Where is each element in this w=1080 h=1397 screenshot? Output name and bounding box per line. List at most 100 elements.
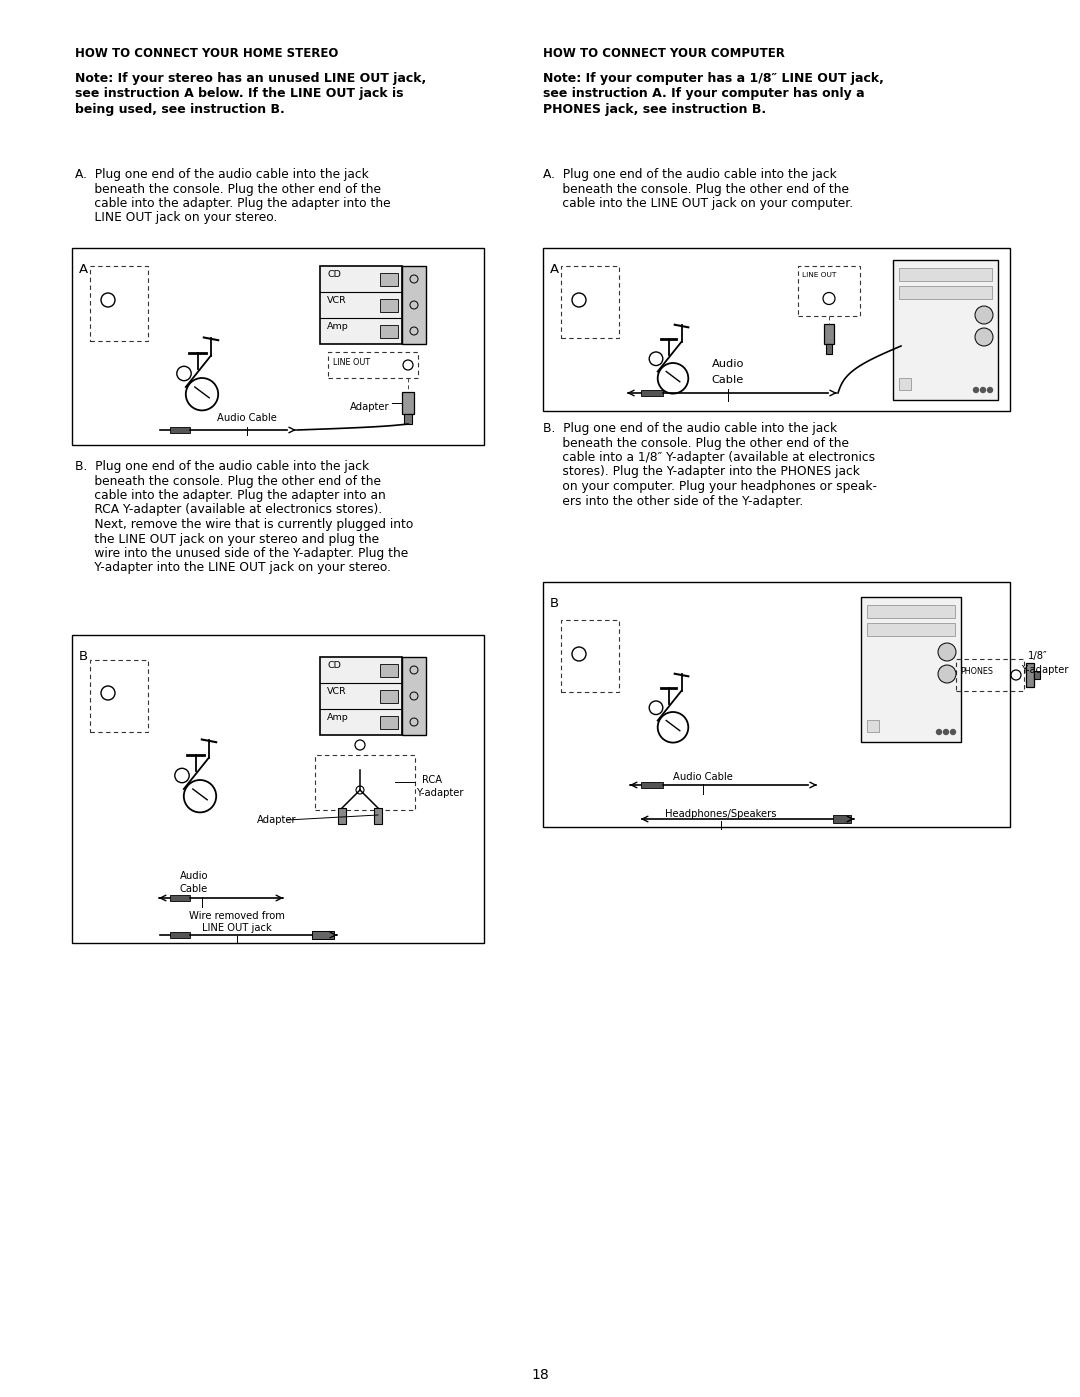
Bar xyxy=(899,286,993,299)
Text: B.  Plug one end of the audio cable into the jack: B. Plug one end of the audio cable into … xyxy=(543,422,837,434)
Text: cable into the adapter. Plug the adapter into the: cable into the adapter. Plug the adapter… xyxy=(75,197,391,210)
Bar xyxy=(170,427,190,433)
Bar xyxy=(893,260,998,400)
Bar xyxy=(561,620,619,692)
Circle shape xyxy=(939,643,956,661)
Text: B: B xyxy=(550,597,559,610)
Text: cable into the LINE OUT jack on your computer.: cable into the LINE OUT jack on your com… xyxy=(543,197,853,210)
Circle shape xyxy=(975,306,993,324)
Bar xyxy=(404,414,411,425)
Bar xyxy=(328,352,418,379)
Bar xyxy=(402,265,426,344)
Text: Y-adapter: Y-adapter xyxy=(416,788,463,798)
Text: Note: If your computer has a 1/8″ LINE OUT jack,: Note: If your computer has a 1/8″ LINE O… xyxy=(543,73,883,85)
Text: wire into the unused side of the Y-adapter. Plug the: wire into the unused side of the Y-adapt… xyxy=(75,548,408,560)
Circle shape xyxy=(973,387,978,393)
Text: being used, see instruction B.: being used, see instruction B. xyxy=(75,103,285,116)
Bar xyxy=(380,272,399,285)
Text: Note: If your stereo has an unused LINE OUT jack,: Note: If your stereo has an unused LINE … xyxy=(75,73,427,85)
Text: CD: CD xyxy=(327,270,341,279)
Bar xyxy=(402,393,414,414)
Text: Adapter: Adapter xyxy=(350,402,390,412)
Bar xyxy=(320,657,402,735)
Text: VCR: VCR xyxy=(327,296,347,305)
Text: HOW TO CONNECT YOUR COMPUTER: HOW TO CONNECT YOUR COMPUTER xyxy=(543,47,785,60)
Circle shape xyxy=(975,328,993,346)
Bar xyxy=(380,664,399,676)
Text: beneath the console. Plug the other end of the: beneath the console. Plug the other end … xyxy=(543,183,849,196)
Text: Wire removed from: Wire removed from xyxy=(189,911,285,921)
Text: LINE OUT: LINE OUT xyxy=(802,272,836,278)
Bar xyxy=(380,690,399,703)
Text: beneath the console. Plug the other end of the: beneath the console. Plug the other end … xyxy=(75,475,381,488)
Circle shape xyxy=(987,387,993,393)
Text: Audio Cable: Audio Cable xyxy=(673,773,733,782)
Text: A.  Plug one end of the audio cable into the jack: A. Plug one end of the audio cable into … xyxy=(543,168,837,182)
Bar xyxy=(543,249,1010,411)
Bar xyxy=(867,605,955,617)
Text: cable into the adapter. Plug the adapter into an: cable into the adapter. Plug the adapter… xyxy=(75,489,386,502)
Text: PHONES jack, see instruction B.: PHONES jack, see instruction B. xyxy=(543,103,766,116)
Text: Audio: Audio xyxy=(180,870,208,882)
Bar xyxy=(170,932,190,937)
Bar xyxy=(867,719,879,732)
Bar xyxy=(380,299,399,312)
Text: beneath the console. Plug the other end of the: beneath the console. Plug the other end … xyxy=(75,183,381,196)
Bar xyxy=(90,659,148,732)
Bar xyxy=(380,715,399,728)
Bar xyxy=(867,623,955,636)
Text: Cable: Cable xyxy=(712,374,744,386)
Text: the LINE OUT jack on your stereo and plug the: the LINE OUT jack on your stereo and plu… xyxy=(75,532,379,545)
Text: 18: 18 xyxy=(531,1368,549,1382)
Bar xyxy=(899,268,993,281)
Bar xyxy=(320,265,402,344)
Text: B: B xyxy=(79,650,89,664)
Text: A: A xyxy=(79,263,89,277)
Text: RCA Y-adapter (available at electronics stores).: RCA Y-adapter (available at electronics … xyxy=(75,503,382,517)
Text: HOW TO CONNECT YOUR HOME STEREO: HOW TO CONNECT YOUR HOME STEREO xyxy=(75,47,338,60)
Bar xyxy=(899,379,912,390)
Text: stores). Plug the Y-adapter into the PHONES jack: stores). Plug the Y-adapter into the PHO… xyxy=(543,465,860,479)
Text: A: A xyxy=(550,263,559,277)
Text: B.  Plug one end of the audio cable into the jack: B. Plug one end of the audio cable into … xyxy=(75,460,369,474)
Bar xyxy=(826,344,832,353)
Bar xyxy=(374,807,382,824)
Text: see instruction A below. If the LINE OUT jack is: see instruction A below. If the LINE OUT… xyxy=(75,88,404,101)
Text: A.  Plug one end of the audio cable into the jack: A. Plug one end of the audio cable into … xyxy=(75,168,368,182)
Text: Adapter: Adapter xyxy=(257,814,297,826)
Text: see instruction A. If your computer has only a: see instruction A. If your computer has … xyxy=(543,88,865,101)
Circle shape xyxy=(950,729,956,735)
Bar xyxy=(861,597,961,742)
Text: Audio Cable: Audio Cable xyxy=(217,414,276,423)
Circle shape xyxy=(939,665,956,683)
Bar xyxy=(72,636,484,943)
Circle shape xyxy=(936,729,942,735)
Text: LINE OUT jack: LINE OUT jack xyxy=(202,923,272,933)
Bar xyxy=(1026,664,1034,687)
Text: LINE OUT: LINE OUT xyxy=(333,358,370,367)
Text: Y-adapter: Y-adapter xyxy=(1021,665,1068,675)
Text: Amp: Amp xyxy=(327,712,349,722)
Text: RCA: RCA xyxy=(422,775,442,785)
Bar xyxy=(642,390,663,395)
Bar xyxy=(402,657,426,735)
Circle shape xyxy=(981,387,986,393)
Bar xyxy=(312,930,334,939)
Text: cable into a 1/8″ Y-adapter (available at electronics: cable into a 1/8″ Y-adapter (available a… xyxy=(543,451,875,464)
Bar xyxy=(1034,671,1040,679)
Bar xyxy=(956,659,1024,692)
Text: LINE OUT jack on your stereo.: LINE OUT jack on your stereo. xyxy=(75,211,278,225)
Text: Headphones/Speakers: Headphones/Speakers xyxy=(665,809,777,819)
Bar xyxy=(561,265,619,338)
Text: beneath the console. Plug the other end of the: beneath the console. Plug the other end … xyxy=(543,436,849,450)
Bar xyxy=(824,324,834,344)
Text: Y-adapter into the LINE OUT jack on your stereo.: Y-adapter into the LINE OUT jack on your… xyxy=(75,562,391,574)
Text: Cable: Cable xyxy=(180,884,208,894)
Text: ers into the other side of the Y-adapter.: ers into the other side of the Y-adapter… xyxy=(543,495,804,507)
Bar xyxy=(338,807,346,824)
Text: PHONES: PHONES xyxy=(960,666,993,676)
Text: Amp: Amp xyxy=(327,321,349,331)
Text: 1/8″: 1/8″ xyxy=(1028,651,1048,661)
Text: Next, remove the wire that is currently plugged into: Next, remove the wire that is currently … xyxy=(75,518,414,531)
Text: VCR: VCR xyxy=(327,687,347,696)
